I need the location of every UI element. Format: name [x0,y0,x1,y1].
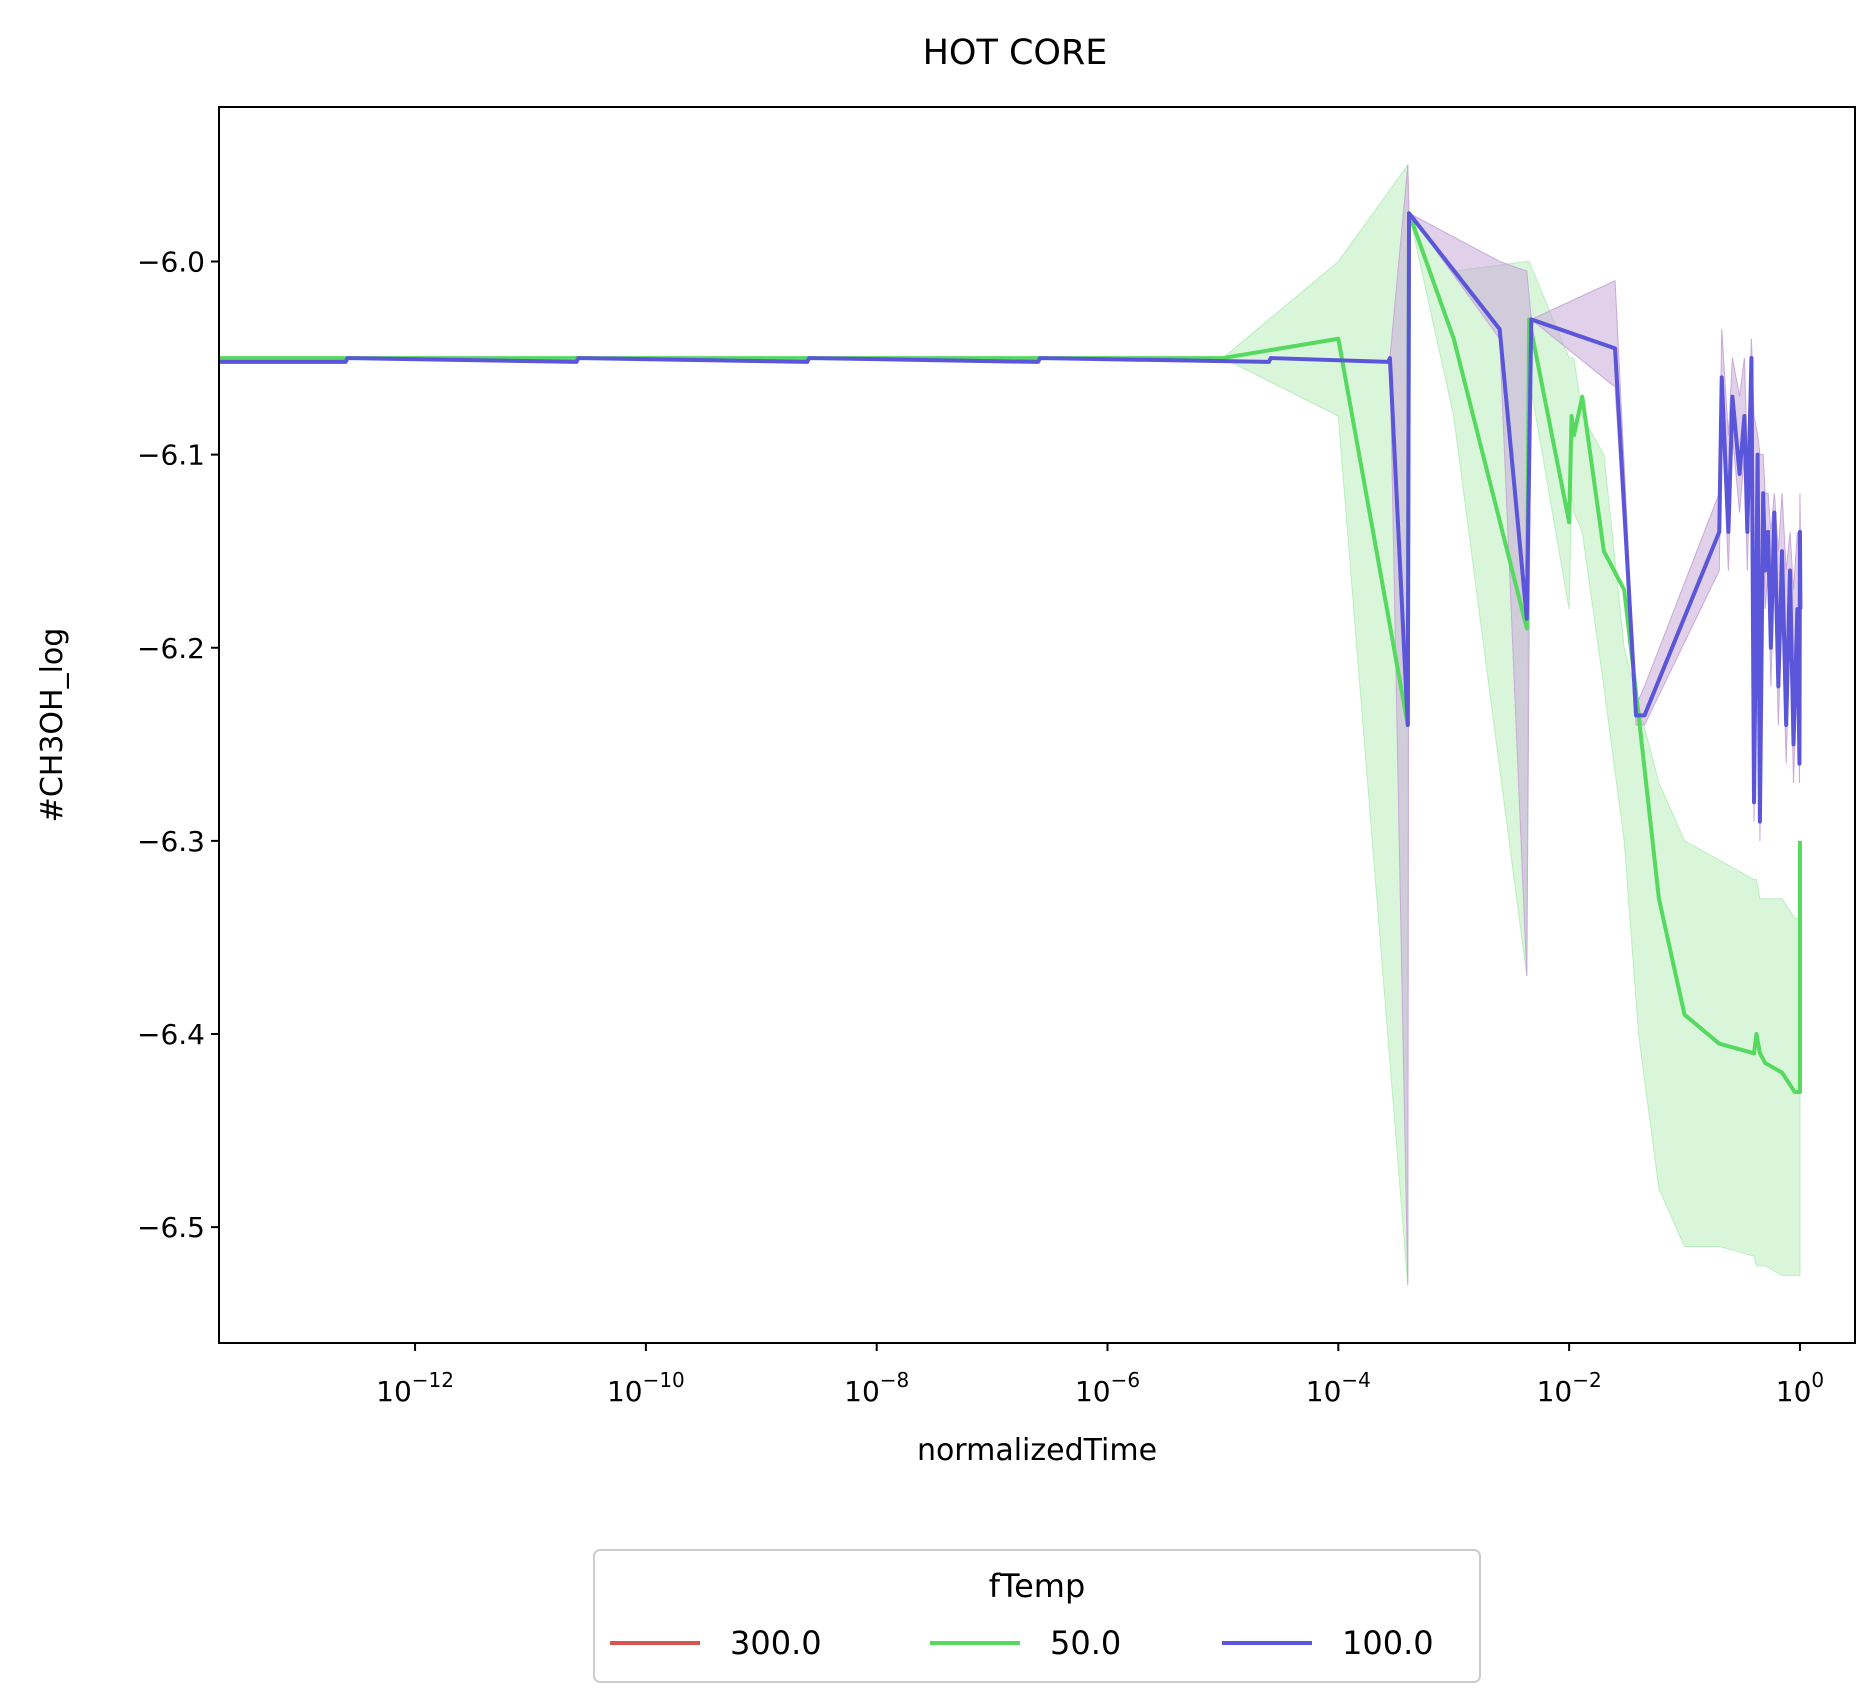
y-tick-label: −6.2 [137,632,205,665]
x-tick-exponent: −12 [412,1368,454,1392]
x-tick-base: 10 [376,1375,412,1408]
x-tick-label: 10−12 [376,1368,454,1408]
legend: fTemp 300.0 50.0 100.0 [593,1549,1481,1683]
y-tick-label: −6.3 [137,825,205,858]
x-tick-exponent: −2 [1572,1368,1601,1392]
x-tick-exponent: 0 [1811,1368,1824,1392]
x-tick-label: 100 [1776,1368,1824,1408]
y-tick-label: −6.5 [137,1211,205,1244]
x-tick-label: 10−2 [1537,1368,1602,1408]
x-axis-label: normalizedTime [917,1433,1157,1468]
y-tick-label: −6.0 [137,246,205,279]
x-axis-ticks: 10−12 10−10 10−8 10−6 10−4 10−2 100 [376,1343,1824,1408]
legend-items: 300.0 50.0 100.0 [610,1624,1434,1662]
chart-title: HOT CORE [923,33,1108,73]
confidence-bands [219,163,1801,1286]
x-tick-base: 10 [1776,1375,1812,1408]
x-tick-exponent: −6 [1111,1368,1140,1392]
x-tick-base: 10 [844,1375,880,1408]
series-line-100.0 [219,211,1803,824]
y-tick-label: −6.1 [137,439,205,472]
legend-label: 100.0 [1342,1624,1434,1662]
x-tick-exponent: −8 [880,1368,909,1392]
series-line-50.0 [219,211,1802,1094]
legend-box [593,1549,1481,1683]
x-tick-base: 10 [1306,1375,1342,1408]
y-tick-label: −6.4 [137,1018,205,1051]
plot-area-frame [218,106,1856,1344]
legend-label: 50.0 [1050,1624,1121,1662]
x-tick-base: 10 [1075,1375,1111,1408]
x-tick-label: 10−4 [1306,1368,1371,1408]
x-tick-label: 10−8 [844,1368,909,1408]
legend-title: fTemp [989,1567,1086,1605]
x-tick-base: 10 [1537,1375,1573,1408]
x-tick-exponent: −4 [1341,1368,1370,1392]
x-tick-exponent: −10 [643,1368,685,1392]
legend-label: 300.0 [730,1624,822,1662]
x-tick-label: 10−6 [1075,1368,1140,1408]
x-tick-base: 10 [607,1375,643,1408]
y-axis-label: #CH3OH_log [35,628,70,823]
x-tick-label: 10−10 [607,1368,685,1408]
band-100.0 [219,164,1801,1286]
series-lines [219,211,1803,1094]
y-axis-ticks: −6.0 −6.1 −6.2 −6.3 −6.4 −6.5 [137,246,219,1244]
